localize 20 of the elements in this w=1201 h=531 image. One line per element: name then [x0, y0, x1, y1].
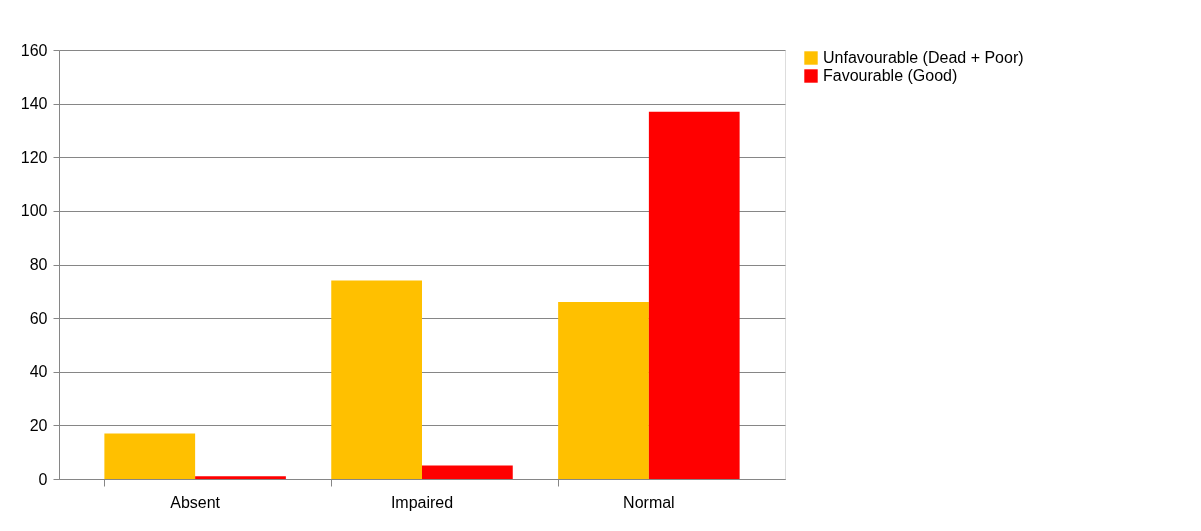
- bar: [558, 302, 649, 479]
- y-tick-label: 0: [38, 470, 48, 488]
- y-tick-label: 160: [20, 41, 48, 59]
- y-tick-label: 40: [29, 363, 48, 381]
- bar: [104, 433, 196, 479]
- bar: [331, 280, 422, 479]
- y-tick-label: 20: [29, 416, 48, 434]
- y-tick-label: 80: [29, 256, 48, 273]
- y-tick-label: 140: [20, 95, 48, 113]
- bar: [422, 465, 513, 479]
- legend-label: Unfavourable (Dead + Poor): [823, 49, 1024, 66]
- y-tick-label: 60: [29, 309, 48, 327]
- y-tick-label: 120: [20, 148, 48, 166]
- y-tick-label: 100: [20, 202, 48, 220]
- bar: [195, 476, 286, 479]
- x-tick-label: Normal: [623, 493, 675, 511]
- bar: [648, 111, 740, 479]
- x-tick-label: Impaired: [390, 493, 454, 511]
- legend-label: Favourable (Good): [823, 67, 958, 84]
- x-tick-label: Absent: [170, 493, 221, 511]
